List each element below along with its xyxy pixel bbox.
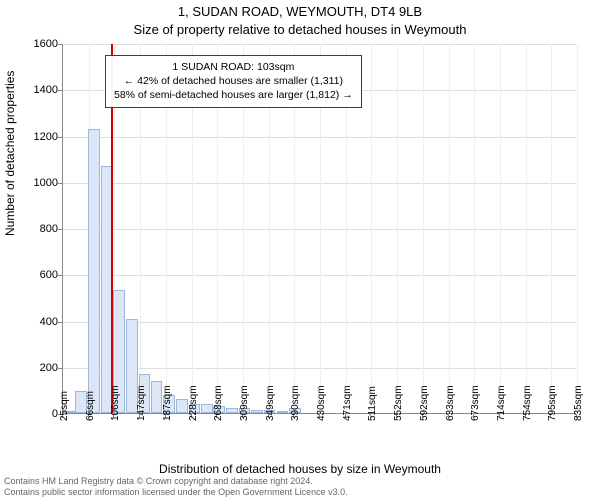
y-tick-label: 1200 xyxy=(8,131,58,143)
x-tick-label: 25sqm xyxy=(59,391,70,421)
gridline-vertical xyxy=(526,44,527,413)
histogram-bar xyxy=(88,129,100,413)
y-tick-label: 0 xyxy=(8,408,58,420)
annotation-line1: 1 SUDAN ROAD: 103sqm xyxy=(114,60,353,74)
y-tick-label: 1600 xyxy=(8,38,58,50)
y-tick-mark xyxy=(58,44,62,45)
x-tick-label: 511sqm xyxy=(367,386,378,421)
footer-line2: Contains public sector information licen… xyxy=(4,487,348,498)
x-tick-label: 268sqm xyxy=(213,385,224,421)
x-tick-label: 471sqm xyxy=(342,385,353,421)
gridline-vertical xyxy=(474,44,475,413)
x-tick-label: 754sqm xyxy=(522,385,533,421)
y-tick-mark xyxy=(58,275,62,276)
x-tick-label: 673sqm xyxy=(470,385,481,421)
x-tick-label: 714sqm xyxy=(496,385,507,421)
y-tick-mark xyxy=(58,368,62,369)
gridline-vertical xyxy=(449,44,450,413)
y-tick-label: 200 xyxy=(8,362,58,374)
title-subtitle: Size of property relative to detached ho… xyxy=(0,22,600,37)
x-tick-label: 228sqm xyxy=(188,385,199,421)
annotation-line3: 58% of semi-detached houses are larger (… xyxy=(114,88,353,102)
x-tick-label: 349sqm xyxy=(265,385,276,421)
x-tick-label: 835sqm xyxy=(573,385,584,421)
y-tick-label: 1000 xyxy=(8,177,58,189)
y-tick-mark xyxy=(58,183,62,184)
gridline-vertical xyxy=(397,44,398,413)
y-tick-label: 800 xyxy=(8,223,58,235)
histogram-bar xyxy=(251,410,263,413)
gridline-vertical xyxy=(371,44,372,413)
annotation-line2: ← 42% of detached houses are smaller (1,… xyxy=(114,74,353,88)
footer: Contains HM Land Registry data © Crown c… xyxy=(4,476,348,498)
histogram-bar xyxy=(176,399,188,413)
x-tick-label: 552sqm xyxy=(393,385,404,421)
gridline-vertical xyxy=(551,44,552,413)
y-tick-mark xyxy=(58,137,62,138)
gridline-vertical xyxy=(500,44,501,413)
x-tick-label: 430sqm xyxy=(316,385,327,421)
gridline-vertical xyxy=(423,44,424,413)
footer-line1: Contains HM Land Registry data © Crown c… xyxy=(4,476,348,487)
chart-container: 1, SUDAN ROAD, WEYMOUTH, DT4 9LB Size of… xyxy=(0,0,600,500)
x-tick-label: 147sqm xyxy=(136,385,147,421)
histogram-bar xyxy=(277,411,289,413)
annotation-box: 1 SUDAN ROAD: 103sqm ← 42% of detached h… xyxy=(105,55,362,108)
y-tick-mark xyxy=(58,322,62,323)
x-tick-label: 66sqm xyxy=(85,391,96,421)
y-tick-mark xyxy=(58,229,62,230)
x-tick-label: 633sqm xyxy=(445,385,456,421)
title-address: 1, SUDAN ROAD, WEYMOUTH, DT4 9LB xyxy=(0,4,600,19)
x-tick-label: 187sqm xyxy=(162,385,173,421)
y-tick-label: 600 xyxy=(8,269,58,281)
y-tick-mark xyxy=(58,90,62,91)
x-tick-label: 106sqm xyxy=(110,385,121,421)
y-tick-label: 1400 xyxy=(8,84,58,96)
gridline-vertical xyxy=(577,44,578,413)
x-tick-label: 795sqm xyxy=(547,385,558,421)
x-tick-label: 390sqm xyxy=(290,385,301,421)
x-tick-label: 592sqm xyxy=(419,385,430,421)
histogram-bar xyxy=(201,404,213,413)
x-tick-label: 309sqm xyxy=(239,385,250,421)
histogram-bar xyxy=(226,408,238,413)
y-tick-label: 400 xyxy=(8,316,58,328)
histogram-bar xyxy=(151,381,163,413)
x-axis-label: Distribution of detached houses by size … xyxy=(0,462,600,476)
